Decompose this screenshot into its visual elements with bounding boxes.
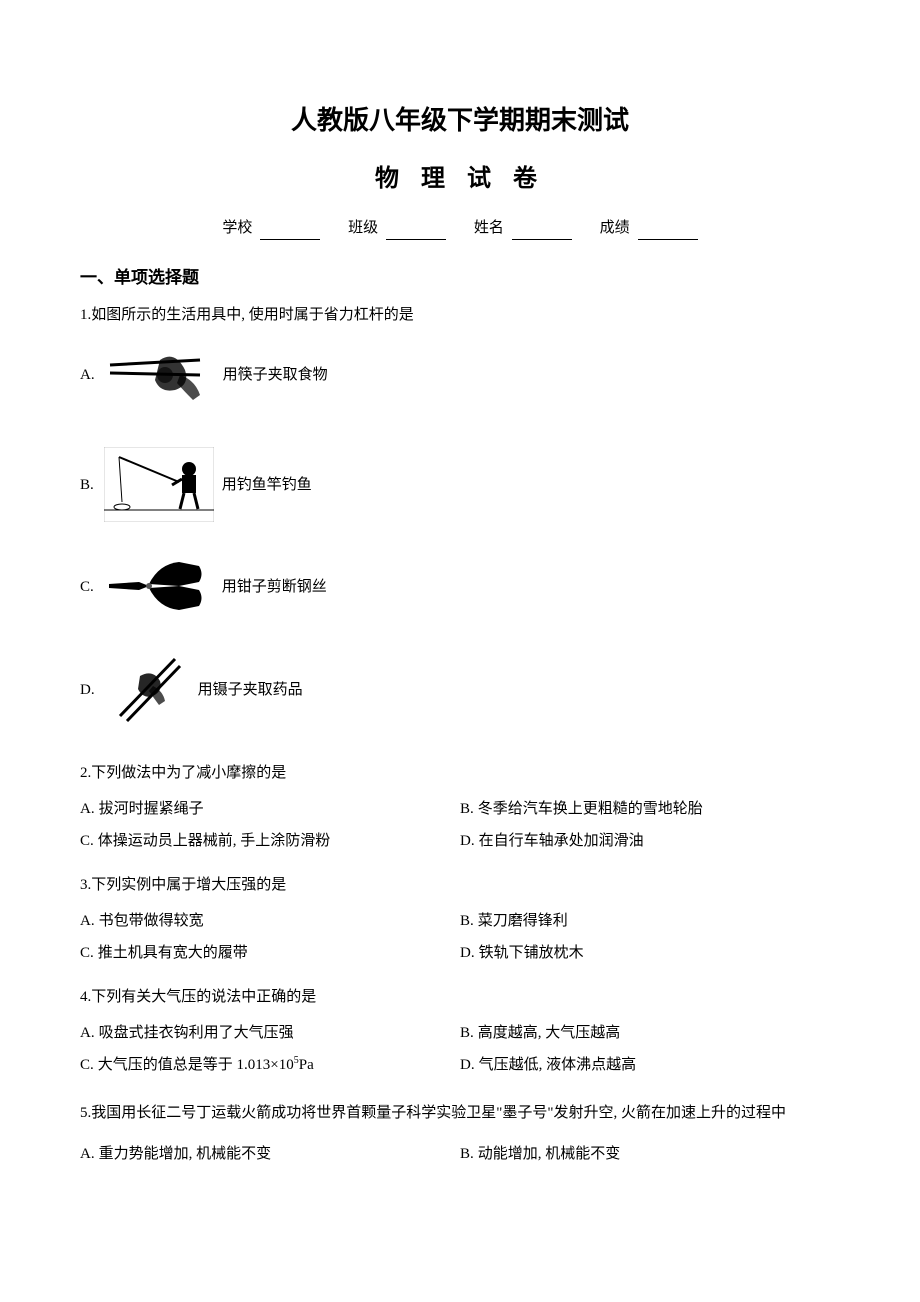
section-heading: 一、单项选择题 (80, 264, 840, 291)
q3-a-label: A. (80, 913, 95, 929)
q1-option-b: B. 用钓鱼竿钓鱼 (80, 447, 840, 522)
q1-c-desc: 用钳子剪断钢丝 (222, 575, 327, 599)
q1-d-label: D. (80, 678, 95, 702)
q4-d-label: D. (460, 1057, 475, 1073)
q3-option-c: C.推土机具有宽大的履带 (80, 937, 460, 969)
q4-option-a: A.吸盘式挂衣钩利用了大气压强 (80, 1017, 460, 1049)
q5-a-text: 重力势能增加, 机械能不变 (99, 1146, 272, 1162)
q1-a-label: A. (80, 363, 95, 387)
q2-c-label: C. (80, 833, 94, 849)
q1-stem: 1.如图所示的生活用具中, 使用时属于省力杠杆的是 (80, 303, 840, 327)
score-blank (638, 222, 698, 240)
class-label: 班级 (348, 216, 378, 240)
q4-c-text-pre: 大气压的值总是等于 1.013×10 (98, 1057, 294, 1073)
name-blank (512, 222, 572, 240)
fishing-rod-icon (104, 447, 214, 522)
q4-option-d: D.气压越低, 液体沸点越高 (460, 1049, 840, 1081)
q4-option-b: B.高度越高, 大气压越高 (460, 1017, 840, 1049)
question-5: 5.我国用长征二号丁运载火箭成功将世界首颗量子科学实验卫星"墨子号"发射升空, … (80, 1097, 840, 1170)
info-row: 学校 班级 姓名 成绩 (80, 216, 840, 240)
q4-a-label: A. (80, 1025, 95, 1041)
q3-option-d: D.铁轨下铺放枕木 (460, 937, 840, 969)
q2-option-d: D.在自行车轴承处加润滑油 (460, 825, 840, 857)
q4-a-text: 吸盘式挂衣钩利用了大气压强 (99, 1025, 294, 1041)
q2-b-label: B. (460, 801, 474, 817)
q5-option-a: A.重力势能增加, 机械能不变 (80, 1138, 460, 1170)
q3-c-label: C. (80, 945, 94, 961)
question-4: 4.下列有关大气压的说法中正确的是 A.吸盘式挂衣钩利用了大气压强 B.高度越高… (80, 985, 840, 1081)
q1-option-a: A. 用筷子夹取食物 (80, 335, 840, 415)
q1-b-desc: 用钓鱼竿钓鱼 (222, 473, 312, 497)
q2-d-text: 在自行车轴承处加润滑油 (479, 833, 644, 849)
q1-b-label: B. (80, 473, 94, 497)
q3-b-text: 菜刀磨得锋利 (478, 913, 568, 929)
q4-c-label: C. (80, 1057, 94, 1073)
school-blank (260, 222, 320, 240)
chopsticks-icon (105, 335, 215, 415)
q1-a-desc: 用筷子夹取食物 (223, 363, 328, 387)
q3-c-text: 推土机具有宽大的履带 (98, 945, 248, 961)
q2-stem: 2.下列做法中为了减小摩擦的是 (80, 761, 840, 785)
question-3: 3.下列实例中属于增大压强的是 A.书包带做得较宽 B.菜刀磨得锋利 C.推土机… (80, 873, 840, 969)
question-2: 2.下列做法中为了减小摩擦的是 A.拔河时握紧绳子 B.冬季给汽车换上更粗糙的雪… (80, 761, 840, 857)
q3-stem: 3.下列实例中属于增大压强的是 (80, 873, 840, 897)
q3-d-text: 铁轨下铺放枕木 (479, 945, 584, 961)
q2-a-text: 拔河时握紧绳子 (99, 801, 204, 817)
main-title: 人教版八年级下学期期末测试 (80, 100, 840, 142)
q4-b-label: B. (460, 1025, 474, 1041)
class-blank (386, 222, 446, 240)
tweezers-icon (105, 651, 190, 729)
name-label: 姓名 (474, 216, 504, 240)
pliers-icon (104, 554, 214, 619)
q1-option-c: C. 用钳子剪断钢丝 (80, 554, 840, 619)
q2-option-c: C.体操运动员上器械前, 手上涂防滑粉 (80, 825, 460, 857)
score-label: 成绩 (600, 216, 630, 240)
q1-option-d: D. 用镊子夹取药品 (80, 651, 840, 729)
question-1: 1.如图所示的生活用具中, 使用时属于省力杠杆的是 A. 用筷子夹取食物 B. (80, 303, 840, 729)
q4-stem: 4.下列有关大气压的说法中正确的是 (80, 985, 840, 1009)
q2-d-label: D. (460, 833, 475, 849)
q2-option-b: B.冬季给汽车换上更粗糙的雪地轮胎 (460, 793, 840, 825)
q4-option-c: C.大气压的值总是等于 1.013×105Pa (80, 1049, 460, 1081)
q2-b-text: 冬季给汽车换上更粗糙的雪地轮胎 (478, 801, 703, 817)
q2-a-label: A. (80, 801, 95, 817)
q5-b-label: B. (460, 1146, 474, 1162)
q4-d-text: 气压越低, 液体沸点越高 (479, 1057, 637, 1073)
q2-option-a: A.拔河时握紧绳子 (80, 793, 460, 825)
q3-a-text: 书包带做得较宽 (99, 913, 204, 929)
q4-b-text: 高度越高, 大气压越高 (478, 1025, 621, 1041)
q3-option-b: B.菜刀磨得锋利 (460, 905, 840, 937)
sub-title: 物 理 试 卷 (80, 160, 840, 198)
q2-c-text: 体操运动员上器械前, 手上涂防滑粉 (98, 833, 331, 849)
school-label: 学校 (222, 216, 252, 240)
q5-stem: 5.我国用长征二号丁运载火箭成功将世界首颗量子科学实验卫星"墨子号"发射升空, … (80, 1097, 840, 1130)
q5-b-text: 动能增加, 机械能不变 (478, 1146, 621, 1162)
q1-c-label: C. (80, 575, 94, 599)
q3-d-label: D. (460, 945, 475, 961)
q5-a-label: A. (80, 1146, 95, 1162)
q5-option-b: B.动能增加, 机械能不变 (460, 1138, 840, 1170)
q4-c-text-post: Pa (299, 1057, 314, 1073)
q1-d-desc: 用镊子夹取药品 (198, 678, 303, 702)
q3-option-a: A.书包带做得较宽 (80, 905, 460, 937)
q3-b-label: B. (460, 913, 474, 929)
